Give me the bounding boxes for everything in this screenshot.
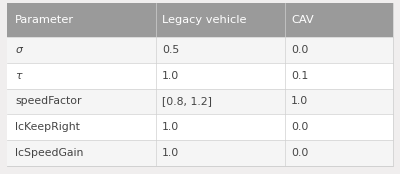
Text: 0.0: 0.0 — [291, 45, 308, 55]
Text: 0.0: 0.0 — [291, 148, 308, 158]
Text: 1.0: 1.0 — [162, 71, 179, 81]
Text: σ: σ — [15, 45, 22, 55]
Text: Parameter: Parameter — [15, 15, 74, 25]
FancyBboxPatch shape — [7, 114, 393, 140]
Text: Legacy vehicle: Legacy vehicle — [162, 15, 246, 25]
Text: lcKeepRight: lcKeepRight — [15, 122, 80, 132]
Text: τ: τ — [15, 71, 22, 81]
FancyBboxPatch shape — [7, 140, 393, 166]
FancyBboxPatch shape — [7, 37, 393, 63]
Text: 0.5: 0.5 — [162, 45, 179, 55]
FancyBboxPatch shape — [7, 63, 393, 89]
Text: 1.0: 1.0 — [291, 96, 308, 106]
Text: lcSpeedGain: lcSpeedGain — [15, 148, 84, 158]
Text: speedFactor: speedFactor — [15, 96, 82, 106]
Text: [0.8, 1.2]: [0.8, 1.2] — [162, 96, 212, 106]
Text: 1.0: 1.0 — [162, 148, 179, 158]
Text: 0.1: 0.1 — [291, 71, 308, 81]
FancyBboxPatch shape — [7, 3, 393, 37]
Text: CAV: CAV — [291, 15, 314, 25]
Text: 1.0: 1.0 — [162, 122, 179, 132]
FancyBboxPatch shape — [7, 89, 393, 114]
Text: 0.0: 0.0 — [291, 122, 308, 132]
FancyBboxPatch shape — [7, 3, 393, 166]
